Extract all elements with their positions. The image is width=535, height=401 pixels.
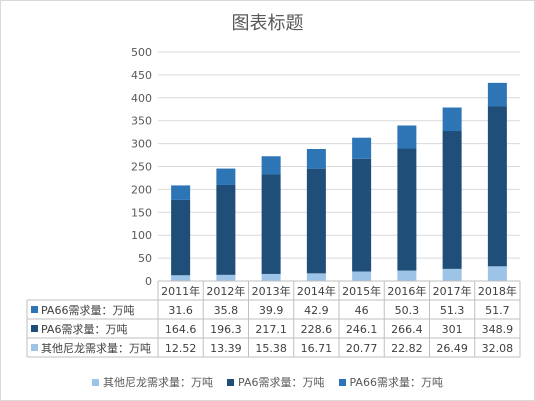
y-tick-label: 250 — [131, 161, 152, 174]
bar-segment — [261, 273, 281, 281]
data-label: 16.71 — [301, 342, 333, 355]
data-label: 266.4 — [391, 323, 423, 336]
y-tick-label: 300 — [131, 138, 152, 151]
data-label: 228.6 — [301, 323, 333, 336]
bar-segment — [487, 106, 507, 267]
y-tick-label: 100 — [131, 229, 152, 242]
data-label: 22.82 — [391, 342, 423, 355]
data-label: 51.7 — [485, 304, 510, 317]
category-label: 2016年 — [387, 284, 426, 298]
bar-segment — [171, 275, 191, 281]
chart-legend: 其他尼龙需求量：万吨 PA6需求量：万吨 PA66需求量：万吨 — [0, 374, 535, 390]
data-label: 348.9 — [482, 323, 514, 336]
series-name: PA6需求量：万吨 — [41, 323, 127, 336]
bar-segment — [487, 266, 507, 281]
data-label: 35.8 — [214, 304, 239, 317]
legend-key — [31, 306, 38, 313]
bar-segment — [487, 82, 507, 107]
legend-label: PA6需求量：万吨 — [238, 376, 325, 389]
legend-label: PA66需求量：万吨 — [349, 376, 443, 389]
bar-segment — [442, 268, 462, 281]
legend-swatch — [338, 379, 346, 386]
data-label: 20.77 — [346, 342, 378, 355]
data-label: 31.6 — [168, 304, 193, 317]
bar-segment — [352, 158, 372, 272]
data-label: 32.08 — [482, 342, 514, 355]
y-tick-label: 500 — [131, 46, 152, 59]
data-label: 51.3 — [440, 304, 465, 317]
bar-segment — [397, 148, 417, 271]
bar-segment — [216, 168, 236, 185]
bar-segment — [306, 148, 326, 169]
category-label: 2014年 — [297, 284, 336, 298]
data-label: 246.1 — [346, 323, 378, 336]
chart-title: 图表标题 — [231, 13, 304, 34]
bar-segment — [352, 137, 372, 159]
data-label: 46 — [355, 304, 369, 317]
data-label: 301 — [442, 323, 463, 336]
bar-segment — [261, 156, 281, 175]
category-label: 2015年 — [342, 284, 381, 298]
bar-segment — [397, 270, 417, 281]
data-label: 164.6 — [165, 323, 197, 336]
legend-item: PA66需求量：万吨 — [338, 374, 443, 390]
category-label: 2012年 — [206, 284, 245, 298]
bar-segment — [261, 174, 281, 274]
y-tick-label: 50 — [138, 252, 152, 265]
y-tick-label: 0 — [145, 275, 152, 288]
data-label: 217.1 — [255, 323, 287, 336]
bar-segment — [442, 107, 462, 132]
data-label: 196.3 — [210, 323, 242, 336]
category-label: 2013年 — [252, 284, 291, 298]
data-label: 42.9 — [304, 304, 329, 317]
legend-swatch — [92, 379, 100, 386]
bar-segment — [352, 271, 372, 281]
legend-label: 其他尼龙需求量：万吨 — [103, 376, 214, 389]
legend-item: PA6需求量：万吨 — [227, 374, 325, 390]
legend-key — [31, 344, 38, 351]
series-name: PA66需求量：万吨 — [41, 304, 134, 317]
legend-key — [31, 325, 38, 332]
category-label: 2017年 — [433, 284, 472, 298]
data-label: 15.38 — [255, 342, 287, 355]
y-tick-label: 400 — [131, 92, 152, 105]
y-tick-label: 350 — [131, 115, 152, 128]
category-label: 2018年 — [478, 284, 517, 298]
bar-segment — [306, 168, 326, 274]
data-label: 13.39 — [210, 342, 242, 355]
y-tick-label: 150 — [131, 206, 152, 219]
category-label: 2011年 — [161, 284, 200, 298]
y-tick-label: 450 — [131, 69, 152, 82]
bar-segment — [306, 273, 326, 281]
legend-item: 其他尼龙需求量：万吨 — [92, 374, 213, 390]
bar-segment — [216, 274, 236, 281]
bar-segment — [442, 131, 462, 269]
series-name: 其他尼龙需求量：万吨 — [41, 342, 151, 355]
data-label: 39.9 — [259, 304, 284, 317]
bar-segment — [397, 125, 417, 149]
legend-swatch — [227, 379, 235, 386]
bar-segment — [171, 185, 191, 200]
data-label: 50.3 — [395, 304, 420, 317]
bar-segment — [171, 199, 191, 276]
y-tick-label: 200 — [131, 183, 152, 196]
bar-segment — [216, 184, 236, 275]
data-label: 12.52 — [165, 342, 197, 355]
data-label: 26.49 — [436, 342, 468, 355]
